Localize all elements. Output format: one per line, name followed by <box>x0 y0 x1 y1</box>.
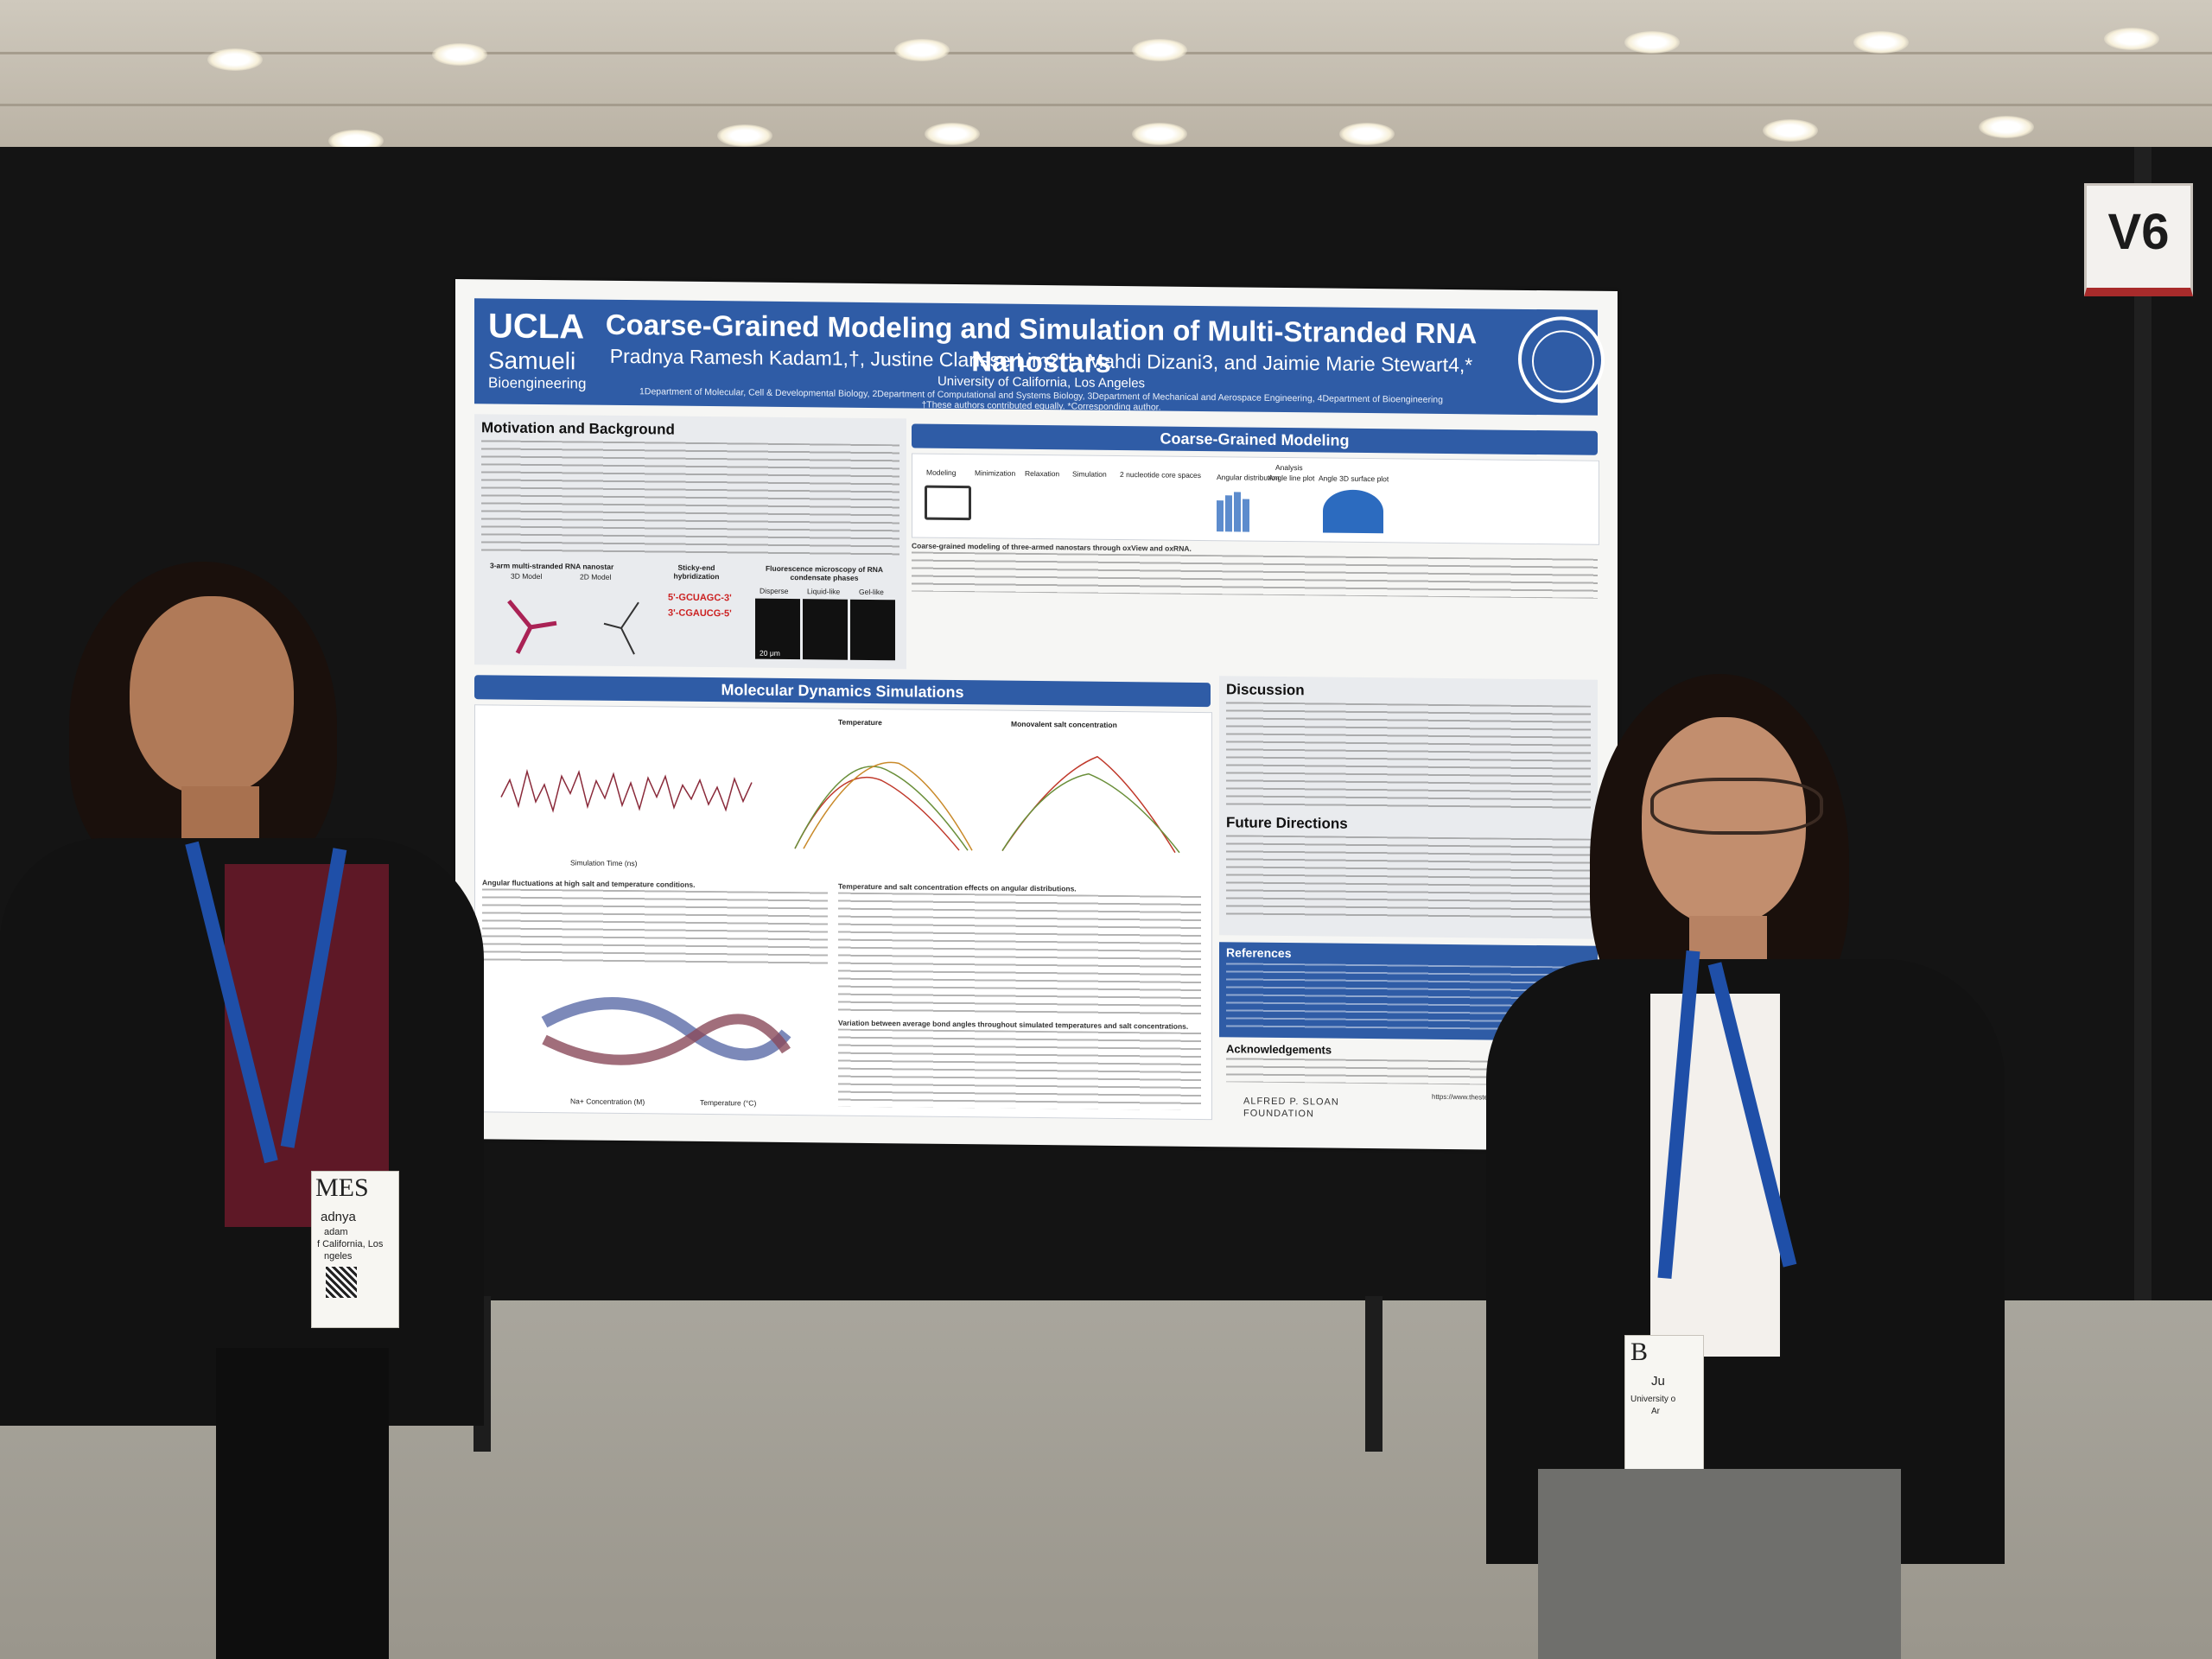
sequence-bottom: 3'-CGAUCG-5' <box>668 607 732 620</box>
scale-bar-label: 20 μm <box>760 648 780 658</box>
ceiling-light <box>717 124 772 147</box>
axis-label: Na+ Concentration (M) <box>570 1096 645 1107</box>
left-person-pants <box>216 1348 389 1659</box>
fig-label: Sticky-end hybridization <box>673 563 720 582</box>
badge-event: B <box>1630 1338 1649 1366</box>
ceiling-grid-line <box>0 104 2212 106</box>
board-leg <box>1365 1296 1382 1452</box>
ucla-logo: UCLA <box>488 307 585 346</box>
ceiling-light <box>432 43 487 66</box>
research-poster: UCLA Samueli Bioengineering Coarse-Grain… <box>455 278 1618 1152</box>
plot-title: Monovalent salt concentration <box>1011 719 1117 729</box>
md-caption-right-text <box>838 892 1201 1015</box>
workflow-step: 2 nucleotide core spaces <box>1120 470 1202 480</box>
fig-label: Gel-like <box>859 587 884 597</box>
left-person-name-badge: MES adnya adam f California, Los ngeles <box>311 1171 399 1328</box>
ceiling-light <box>1979 116 2034 138</box>
badge-line: f California, Los <box>317 1239 384 1249</box>
fig-label: Disperse <box>760 586 789 595</box>
histogram-bar <box>1217 500 1224 532</box>
poster-header: UCLA Samueli Bioengineering Coarse-Grain… <box>474 298 1605 416</box>
x-axis-label: Simulation Time (ns) <box>570 858 638 868</box>
discussion-heading: Discussion <box>1226 681 1305 699</box>
badge-qr-code <box>326 1267 357 1298</box>
uc-seal <box>1518 315 1605 404</box>
workflow-step: Modeling <box>926 467 957 478</box>
ceiling-light <box>207 48 263 71</box>
histogram-bar <box>1225 495 1232 532</box>
left-person-face <box>130 596 294 795</box>
surface-plot-thumbnail <box>1323 489 1383 534</box>
ceiling-light <box>2104 28 2159 50</box>
laptop-icon <box>925 485 971 521</box>
booth-number: V6 <box>2107 204 2170 260</box>
ceiling-light <box>1132 123 1187 145</box>
booth-number-sign: V6 <box>2084 183 2193 296</box>
badge-line: ngeles <box>324 1251 353 1262</box>
badge-name: Ju <box>1651 1374 1665 1389</box>
fig-label: 2D Model <box>580 572 612 582</box>
workflow-step: Angle line plot <box>1268 473 1315 483</box>
ceiling <box>0 0 2212 164</box>
fig-label: 3-arm multi-stranded RNA nanostar <box>490 561 614 571</box>
ceiling-light <box>1339 123 1395 145</box>
fig-label: Liquid-like <box>807 587 841 596</box>
future-text <box>1226 835 1591 922</box>
nanostar-illustration <box>507 600 639 655</box>
axis-label: Temperature (°C) <box>700 1097 757 1108</box>
ceiling-light <box>1624 31 1680 54</box>
angle-line-plot <box>484 710 769 861</box>
ceiling-grid-line <box>0 52 2212 54</box>
workflow-step: Relaxation <box>1025 468 1060 479</box>
plot-title: Temperature <box>838 717 882 728</box>
workflow-step: Minimization <box>975 468 1016 478</box>
ceiling-light <box>1132 39 1187 61</box>
ceiling-light <box>894 39 950 61</box>
md-heading: Molecular Dynamics Simulations <box>474 675 1211 708</box>
department-logo: Bioengineering <box>488 374 587 392</box>
histogram-bar <box>1243 499 1249 532</box>
cg-workflow-figure: Modeling Minimization Relaxation Simulat… <box>912 453 1599 545</box>
workflow-step: Angle 3D surface plot <box>1319 474 1389 484</box>
badge-event: MES <box>315 1173 369 1202</box>
fig-label: 3D Model <box>511 571 543 582</box>
histogram-bar <box>1234 492 1241 532</box>
ceiling-light <box>1763 119 1818 142</box>
badge-line: University o <box>1630 1395 1676 1404</box>
microscopy-liquid <box>803 599 848 660</box>
ceiling-light <box>1853 31 1909 54</box>
cg-caption-text <box>912 551 1598 599</box>
angle-3d-surface-plot <box>541 997 791 1065</box>
motivation-heading: Motivation and Background <box>481 419 675 438</box>
md-caption-3d-text <box>838 1028 1201 1110</box>
motivation-panel: Motivation and Background 3-arm multi-st… <box>474 414 906 670</box>
motivation-text <box>481 440 899 559</box>
md-caption-left-text <box>482 888 828 967</box>
samueli-logo: Samueli <box>488 346 576 375</box>
ceiling-light <box>925 123 980 145</box>
sloan-foundation-logo: ALFRED P. SLOAN FOUNDATION <box>1243 1096 1339 1120</box>
poster-board-frame <box>2134 147 2152 1300</box>
discussion-panel: Discussion Future Directions <box>1219 676 1598 939</box>
sequence-top: 5'-GCUAGC-3' <box>668 592 732 604</box>
salt-distribution-plot <box>1001 755 1180 854</box>
microscopy-gel <box>850 599 895 661</box>
cg-modeling-heading: Coarse-Grained Modeling <box>912 423 1598 455</box>
badge-name: adnya <box>321 1210 356 1224</box>
md-figure-panel: Simulation Time (ns) Temperature Monoval… <box>474 704 1212 1121</box>
badge-line: Ar <box>1651 1407 1660 1416</box>
future-heading: Future Directions <box>1226 814 1348 832</box>
references-heading: References <box>1226 945 1292 961</box>
discussion-text <box>1226 702 1591 811</box>
badge-line: adam <box>324 1227 348 1237</box>
acknowledgements-heading: Acknowledgements <box>1226 1042 1332 1057</box>
workflow-step: Simulation <box>1072 469 1107 479</box>
workflow-step: Analysis <box>1275 462 1303 473</box>
right-person-glasses <box>1650 778 1823 835</box>
right-person-pants <box>1538 1469 1901 1659</box>
fig-label: Fluorescence microscopy of RNA condensat… <box>765 563 884 582</box>
right-person-name-badge: B Ju University o Ar <box>1624 1335 1704 1484</box>
temperature-distribution-plot <box>794 761 973 851</box>
